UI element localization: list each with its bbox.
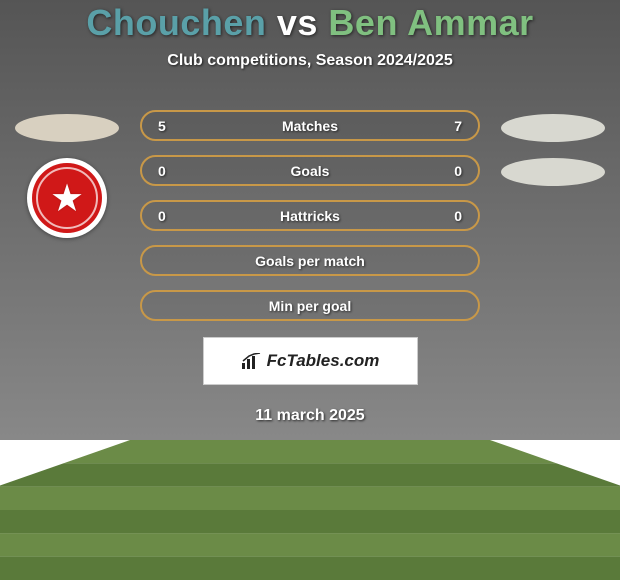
- title-vs: vs: [277, 2, 318, 43]
- stat-label: Min per goal: [178, 298, 442, 314]
- stat-label: Goals: [178, 163, 442, 179]
- stat-label: Goals per match: [178, 253, 442, 269]
- stat-row-matches: 5Matches7: [140, 110, 480, 141]
- attribution-text: FcTables.com: [267, 351, 380, 371]
- subtitle: Club competitions, Season 2024/2025: [0, 52, 620, 70]
- stat-right-value: 0: [442, 163, 462, 179]
- stat-right-value: 0: [442, 208, 462, 224]
- stat-left-value: 0: [158, 163, 178, 179]
- stat-row-min-per-goal: Min per goal: [140, 290, 480, 321]
- player2-badge-slot-2: [501, 158, 605, 186]
- player1-name: Chouchen: [86, 2, 266, 43]
- stat-label: Hattricks: [178, 208, 442, 224]
- stat-row-hattricks: 0Hattricks0: [140, 200, 480, 231]
- stat-left-value: 0: [158, 208, 178, 224]
- left-player-column: ★: [12, 110, 122, 238]
- stat-label: Matches: [178, 118, 442, 134]
- stat-right-value: 7: [442, 118, 462, 134]
- stats-column: 5Matches70Goals00Hattricks0Goals per mat…: [140, 110, 480, 321]
- player1-badge-slot: [15, 114, 119, 142]
- stat-left-value: 5: [158, 118, 178, 134]
- infographic-date: 11 march 2025: [0, 407, 620, 425]
- chart-icon: [241, 353, 261, 369]
- player1-club-badge: ★: [27, 158, 107, 238]
- attribution-logo: FcTables.com: [203, 337, 418, 385]
- right-player-column: [498, 110, 608, 186]
- star-icon: ★: [50, 176, 84, 221]
- comparison-title: Chouchen vs Ben Ammar: [0, 2, 620, 44]
- stat-row-goals-per-match: Goals per match: [140, 245, 480, 276]
- stat-row-goals: 0Goals0: [140, 155, 480, 186]
- player2-badge-slot-1: [501, 114, 605, 142]
- player2-name: Ben Ammar: [328, 2, 533, 43]
- comparison-body: ★ 5Matches70Goals00Hattricks0Goals per m…: [0, 110, 620, 321]
